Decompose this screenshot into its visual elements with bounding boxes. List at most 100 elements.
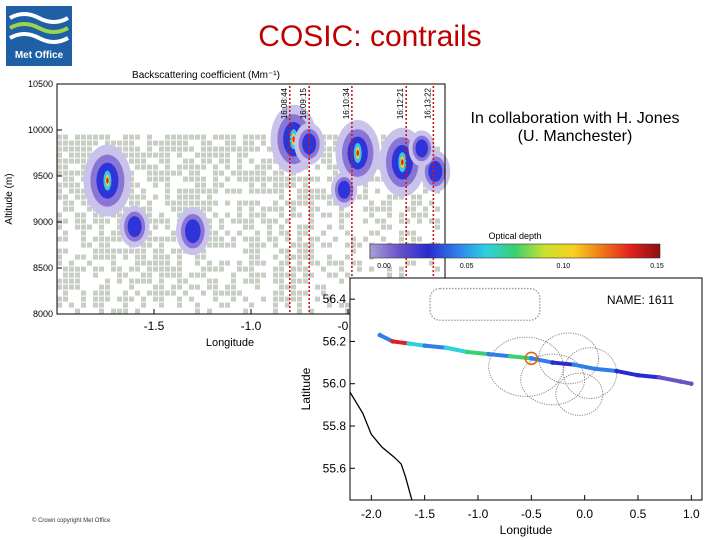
cloud-speckle [405,206,410,212]
cloud-speckle [225,134,230,140]
cloud-speckle [363,194,368,200]
cloud-speckle [255,284,260,290]
cloud-speckle [81,218,86,224]
cloud-speckle [213,164,218,170]
cloud-speckle [135,308,140,314]
cloud-speckle [81,302,86,308]
copyright-notice: © Crown copyright Met Office [32,518,111,524]
cloud-speckle [183,194,188,200]
cloud-speckle [147,218,152,224]
cloud-speckle [309,212,314,218]
cloud-speckle [117,236,122,242]
cloud-speckle [267,224,272,230]
track-segment-7 [486,352,512,359]
cloud-speckle [297,248,302,254]
cloud-speckle [399,218,404,224]
cloud-speckle [189,272,194,278]
cloud-speckle [159,302,164,308]
cloud-speckle [261,170,266,176]
track-point-10 [550,360,555,365]
cloud-speckle [255,200,260,206]
cloud-speckle [291,242,296,248]
cloud-speckle [165,146,170,152]
cloud-speckle [171,200,176,206]
cloud-speckle [117,266,122,272]
cloud-speckle [249,278,254,284]
cloud-speckle [165,140,170,146]
cloud-speckle [75,218,80,224]
cloud-speckle [381,206,386,212]
cloud-speckle [249,266,254,272]
cloud-speckle [387,266,392,272]
cloud-speckle [105,254,110,260]
cloud-speckle [123,134,128,140]
cloud-speckle [255,248,260,254]
cloud-speckle [147,146,152,152]
cloud-speckle [195,200,200,206]
map-y-tick-label-1: 55.6 [323,461,347,475]
cloud-speckle [147,278,152,284]
cloud-speckle [225,290,230,296]
backscatter-feature-3 [176,207,210,256]
cloud-speckle [315,194,320,200]
cloud-speckle [279,188,284,194]
collaboration-note: In collaboration with H. Jones (U. Manch… [450,110,700,146]
cloud-speckle [57,182,62,188]
cloud-speckle [81,236,86,242]
cloud-speckle [249,212,254,218]
cloud-speckle [129,278,134,284]
cloud-speckle [399,272,404,278]
cloud-speckle [81,254,86,260]
cloud-speckle [147,152,152,158]
cloud-speckle [315,188,320,194]
cloud-speckle [153,266,158,272]
cloud-speckle [207,278,212,284]
cloud-speckle [159,218,164,224]
cloud-speckle [165,182,170,188]
cloud-speckle [99,296,104,302]
cloud-speckle [177,194,182,200]
cloud-speckle [219,218,224,224]
cloud-speckle [129,200,134,206]
cloud-speckle [69,278,74,284]
cloud-speckle [297,302,302,308]
cloud-speckle [435,218,440,224]
cloud-speckle [297,242,302,248]
cloud-speckle [333,272,338,278]
cloud-speckle [201,248,206,254]
cloud-speckle [63,248,68,254]
cloud-speckle [279,290,284,296]
cloud-speckle [171,284,176,290]
cloud-speckle [237,188,242,194]
cloud-speckle [375,230,380,236]
cloud-speckle [111,140,116,146]
cloud-speckle [225,158,230,164]
cloud-speckle [399,194,404,200]
map-xlabel: Longitude [500,523,553,537]
y-tick-label-1: 8000 [33,309,53,319]
cloud-speckle [207,242,212,248]
cloud-speckle [165,260,170,266]
cloud-speckle [279,230,284,236]
cloud-speckle [57,170,62,176]
cloud-speckle [327,164,332,170]
cloud-speckle [159,272,164,278]
cloud-speckle [177,206,182,212]
cloud-speckle [249,200,254,206]
cloud-speckle [303,194,308,200]
cloud-speckle [123,290,128,296]
cloud-speckle [123,296,128,302]
cloud-speckle [177,248,182,254]
cloud-speckle [81,290,86,296]
cloud-speckle [129,140,134,146]
cloud-speckle [255,176,260,182]
time-marker-label-3: 16:10:34 [342,87,351,119]
cloud-speckle [177,140,182,146]
cloud-speckle [87,224,92,230]
cloud-speckle [177,200,182,206]
cloud-speckle [273,266,278,272]
cloud-speckle [273,218,278,224]
cloud-speckle [369,212,374,218]
cloud-speckle [183,188,188,194]
cloud-speckle [135,152,140,158]
